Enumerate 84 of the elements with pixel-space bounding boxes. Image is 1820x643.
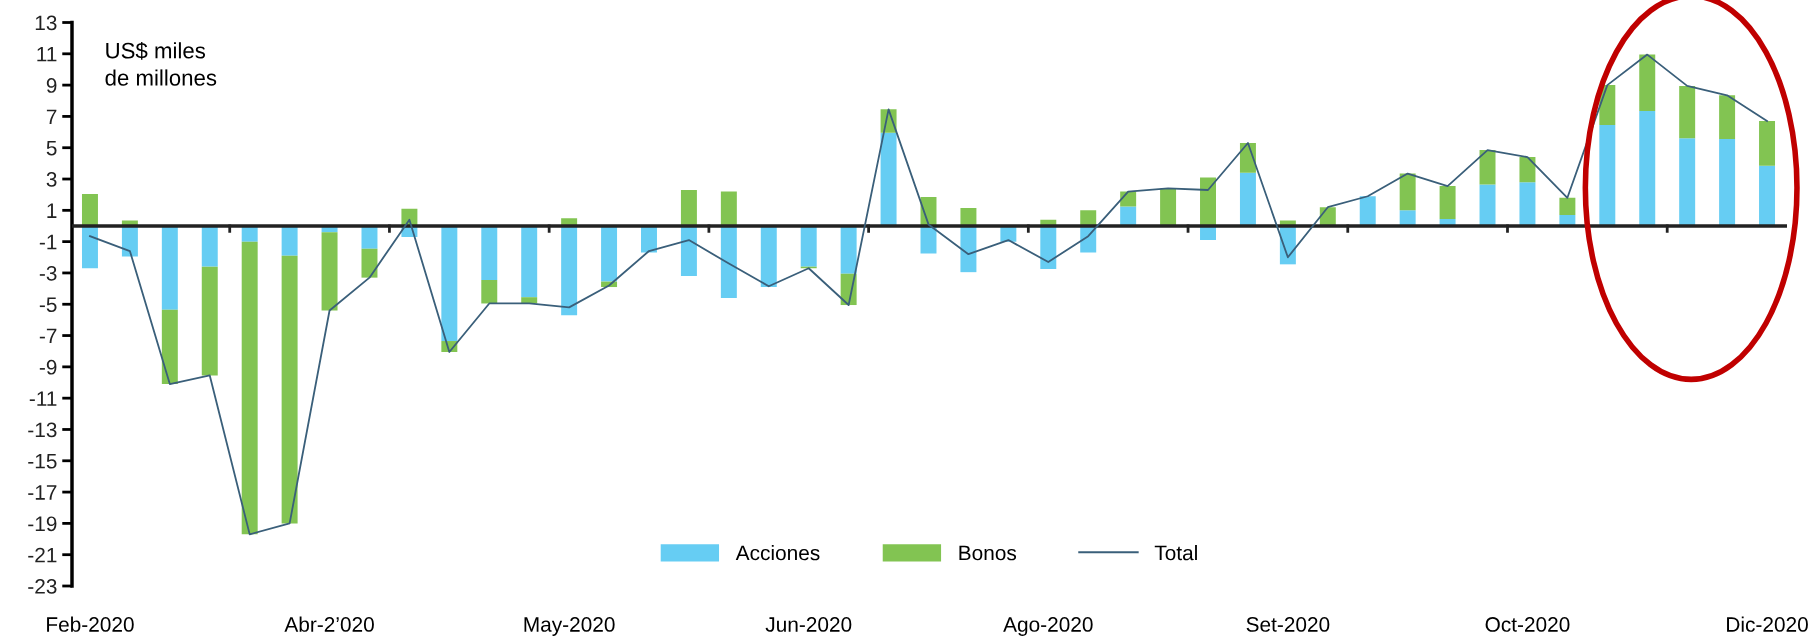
bar [1200,177,1216,226]
bar [1040,225,1057,270]
bar [321,232,338,311]
bar [81,193,98,226]
y-tick-label: 7 [46,109,57,124]
y-tick-label: -13 [28,422,57,438]
bar [1719,95,1736,140]
bar [1519,157,1536,183]
bar [1599,125,1616,226]
y-axis-title: US$ miles de millones [105,41,217,86]
bar [441,225,458,342]
bar [241,241,258,535]
bar [680,189,697,226]
bar [840,225,857,274]
y-tick-label: 5 [46,140,57,156]
bar [161,225,178,310]
bar [680,225,697,277]
bar [521,225,538,298]
bar [481,225,498,280]
bar [601,225,618,282]
y-tick-label: -1 [39,234,57,250]
y-tick-label: -9 [39,359,57,375]
bar [1239,172,1256,226]
x-tick-label: May-2020 [524,617,615,636]
legend-label: Bonos [959,545,1017,561]
bar [161,309,178,385]
y-tick-label: -17 [28,485,57,500]
x-tick-label: Ago-2020 [1003,617,1093,636]
bar [1639,54,1656,111]
bar [720,191,737,226]
bar [1759,165,1776,226]
bar [1439,186,1456,219]
bar [1679,85,1696,139]
bar [1399,173,1416,211]
bar [760,225,777,288]
x-tick-label: Set-2020 [1246,617,1330,632]
x-tick-label: Oct-2020 [1485,617,1570,632]
bar [1399,210,1416,226]
bar [1080,210,1097,226]
y-tick-label: -23 [28,579,57,594]
bar [1559,197,1576,216]
y-tick-label: 1 [47,203,57,218]
x-tick-label: Dic-2020 [1727,616,1808,632]
bar [201,266,218,376]
y-tick-label: -15 [28,453,57,469]
bar [241,225,258,242]
bar [800,225,817,267]
bar [201,225,218,267]
bar [121,225,138,257]
x-tick-label: Abr-2’020 [284,616,374,632]
bar [880,132,897,226]
bar [1679,138,1696,226]
y-tick-label: 3 [46,172,57,187]
y-tick-label: -21 [28,547,57,563]
bar [1639,110,1656,226]
bar [1120,206,1137,226]
bar [1160,188,1177,226]
bar [720,225,737,298]
bar [960,225,977,273]
bar [561,225,578,316]
y-tick-label: -19 [28,516,57,532]
bar [1359,196,1376,226]
y-tick-label: 11 [37,47,57,62]
y-tick-label: -5 [39,297,57,312]
bar [81,225,98,269]
bar [1479,150,1496,185]
bar [1519,182,1536,226]
y-tick-label: 13 [35,15,57,31]
y-tick-label: -3 [39,265,57,281]
y-tick-label: -7 [39,328,57,344]
legend-label: Total [1154,545,1197,561]
x-tick-label: Feb-2020 [47,616,134,632]
bar [1479,184,1496,226]
legend-label: Acciones [735,545,820,561]
x-tick-label: Jun-2020 [765,617,852,632]
bar [481,279,498,304]
bar [361,248,378,278]
bar [281,225,298,256]
bar [361,225,378,249]
bar [1719,139,1736,226]
bar [281,255,298,524]
y-tick-label: -11 [29,391,57,406]
y-tick-label: 9 [46,78,57,93]
bar [1759,121,1776,166]
